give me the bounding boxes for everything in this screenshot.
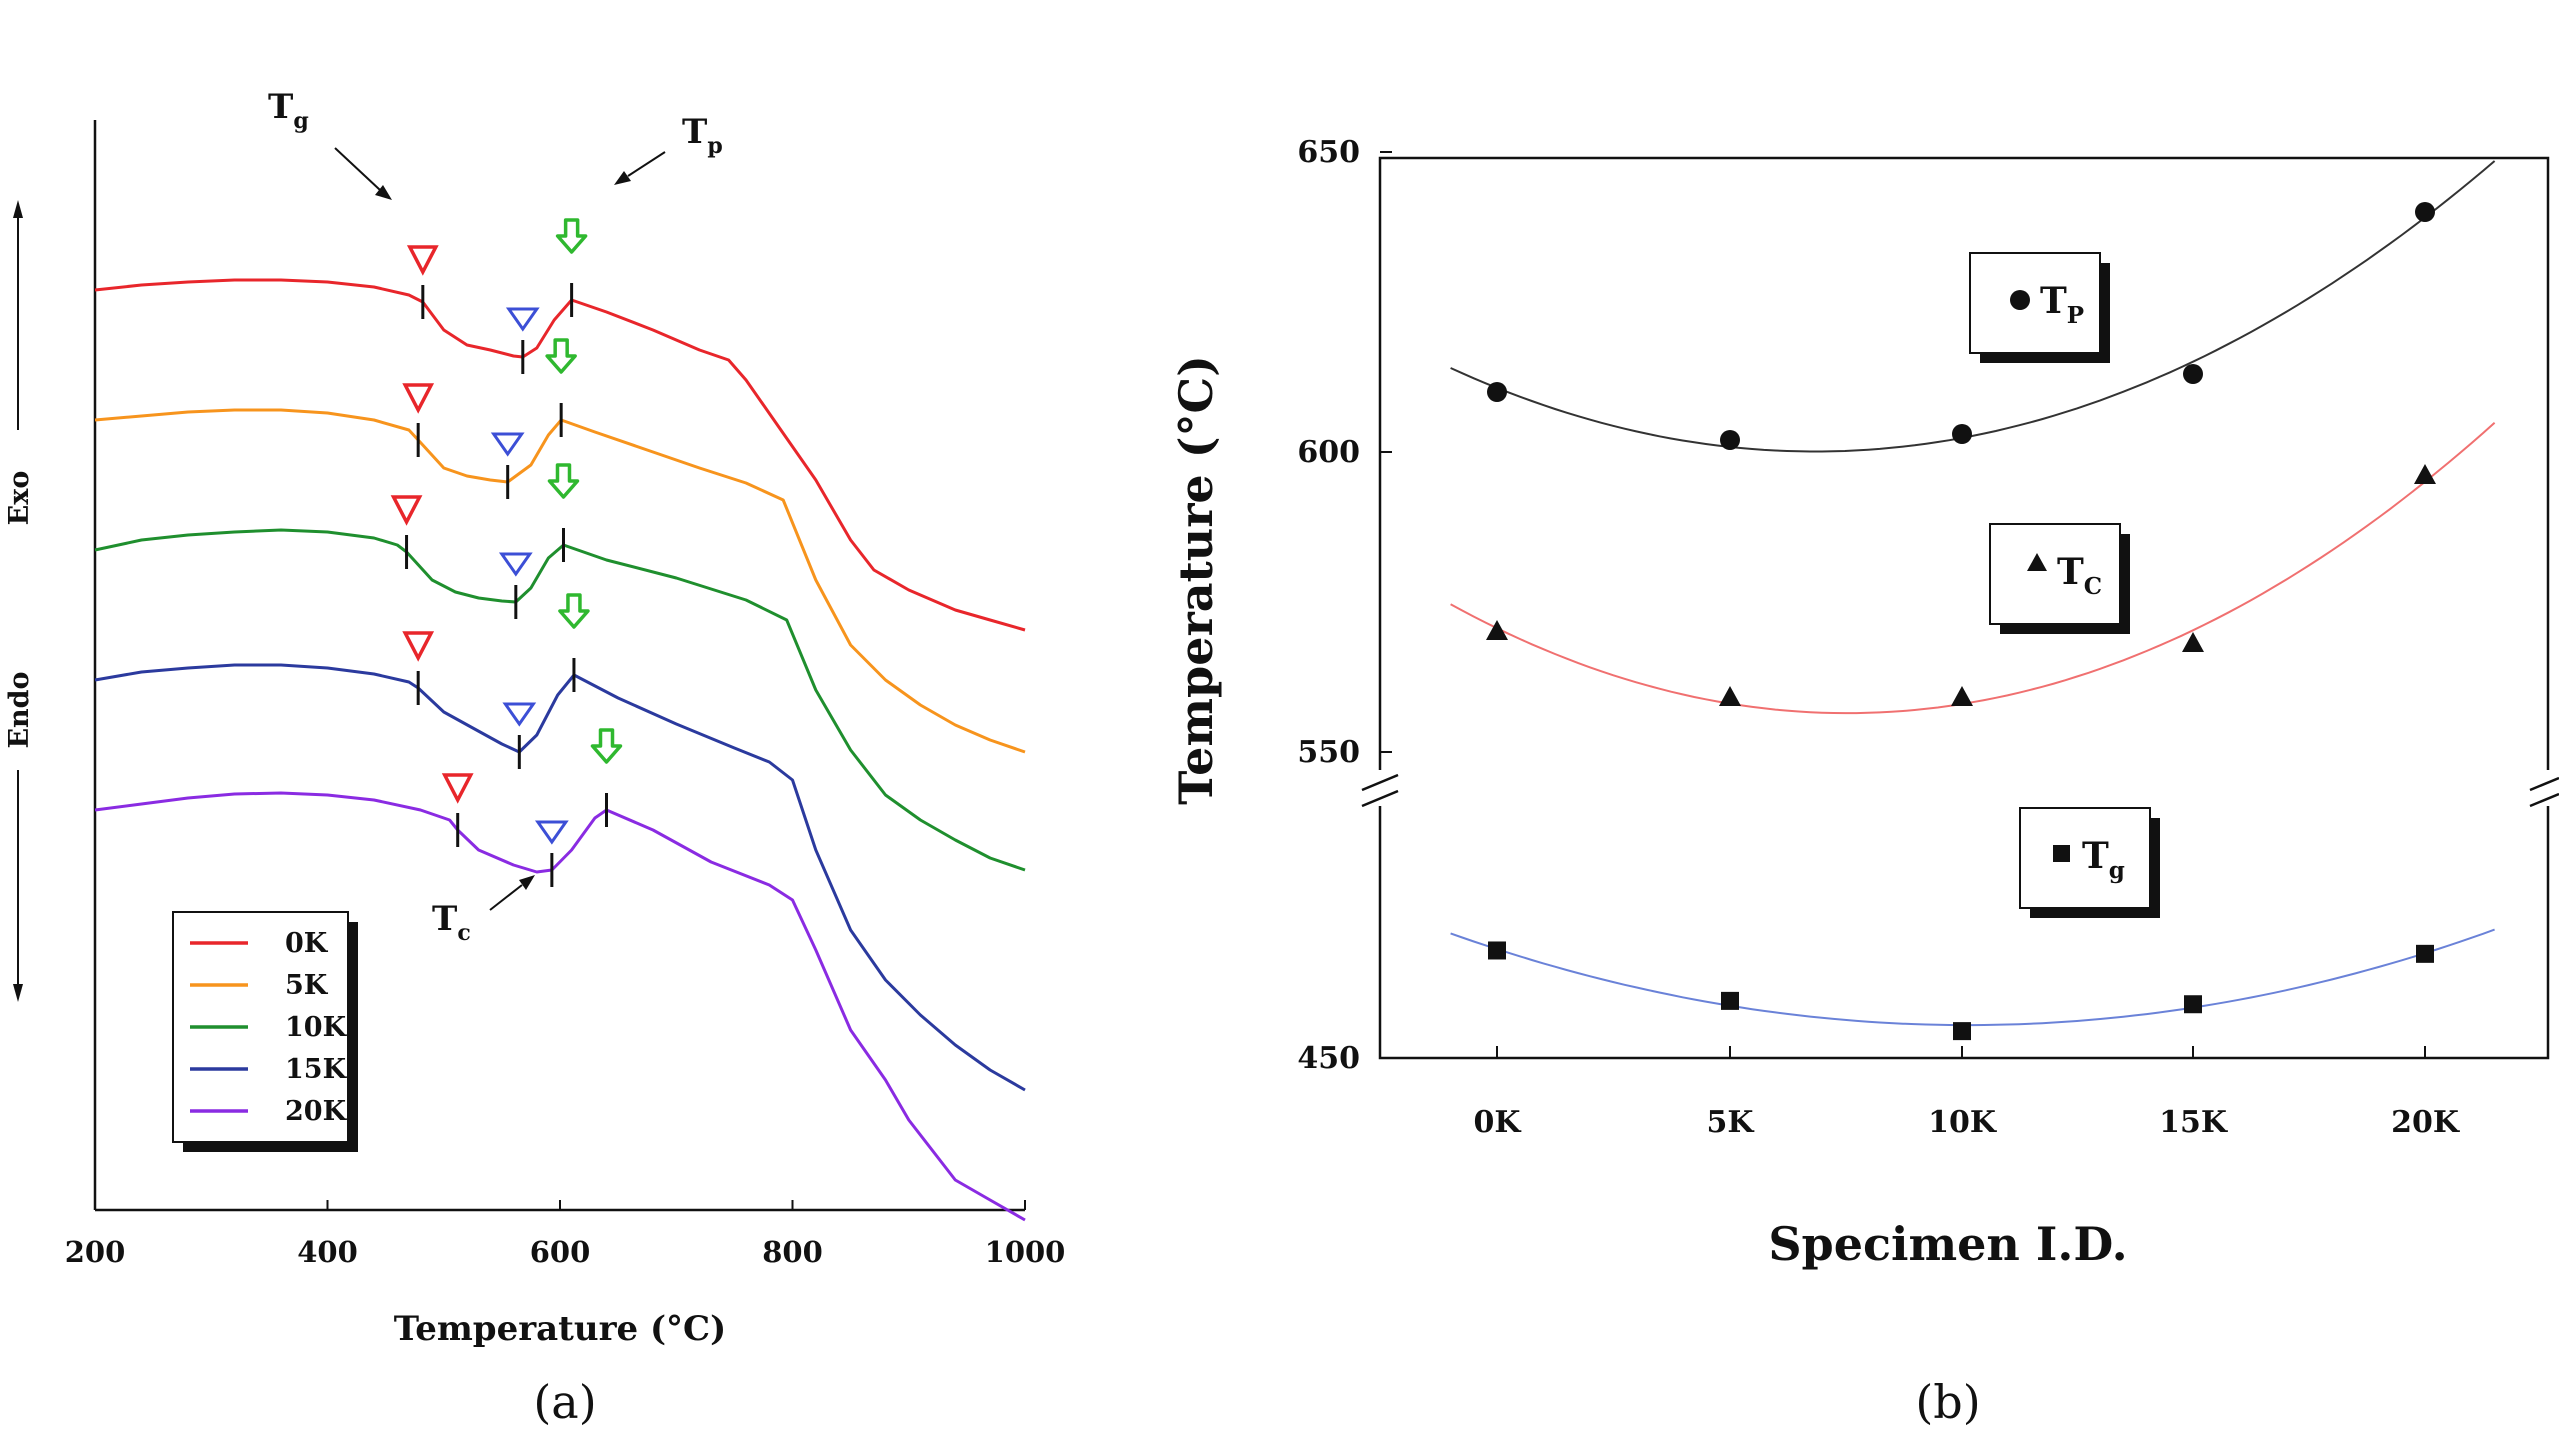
tp-key-box: TP	[1969, 252, 2110, 363]
panel-b-x-tick-label: 0K	[1474, 1105, 1522, 1140]
dsc-curve-0K	[94, 278, 1026, 632]
panel-a-caption: (a)	[533, 1375, 596, 1429]
legend-label-5K: 5K	[285, 970, 329, 1001]
panel-a: 200 400 600 800 1000 Temperature (°C) (a) Ex…	[4, 87, 1065, 1429]
panel-b-x-tick-label: 20K	[2391, 1105, 2460, 1140]
data-point-Tp	[1720, 430, 1740, 450]
tp-key-marker-icon	[2010, 290, 2030, 310]
tc-triangle-icon	[490, 432, 525, 457]
tc-pointer-icon	[519, 875, 535, 890]
panel-b-caption: (b)	[1915, 1375, 1980, 1429]
exo-arrowhead-icon	[13, 200, 23, 218]
svg-text:Tc: Tc	[432, 899, 471, 946]
tp-annotation: Tp	[614, 112, 723, 185]
data-point-Tp	[2183, 364, 2203, 384]
panel-a-x-tick-label: 800	[762, 1235, 823, 1269]
panel-a-x-tick-label: 400	[297, 1235, 358, 1269]
panel-b-points	[1486, 202, 2436, 1041]
axis-break-left	[1361, 770, 1399, 808]
data-point-Tp	[1952, 424, 1972, 444]
endo-label: Endo	[4, 671, 35, 748]
panel-a-x-ticks: 200 400 600 800 1000	[65, 1200, 1066, 1269]
tg-key-marker-icon	[2053, 845, 2070, 862]
tp-arrow-icon	[545, 338, 577, 374]
panel-b-x-tick-label: 10K	[1928, 1105, 1997, 1140]
panel-b-y-tick-label: 600	[1297, 435, 1360, 470]
panel-a-legend: 0K 5K 10K 15K 20K	[172, 911, 358, 1152]
tp-arrow-icon	[547, 463, 580, 499]
tc-key-box: TC	[1989, 523, 2130, 634]
fit-curve-Tp	[1450, 160, 2496, 453]
data-point-Tg	[1721, 991, 1739, 1010]
tg-annotation: Tg	[268, 87, 392, 200]
exo-label: Exo	[4, 471, 35, 526]
data-point-Tc	[2414, 464, 2436, 484]
data-point-Tg	[1488, 941, 1506, 960]
panel-b-y-tick-label: 450	[1297, 1041, 1360, 1076]
data-point-Tc	[1951, 686, 1973, 706]
dsc-curve-5K	[94, 408, 1026, 754]
tg-triangle-icon	[406, 245, 439, 276]
svg-text:Tp: Tp	[682, 112, 723, 159]
data-point-Tp	[2415, 202, 2435, 222]
svg-text:TC: TC	[2057, 551, 2102, 600]
dsc-curve-20K	[94, 791, 1026, 1222]
panel-b-y-tick-label: 650	[1297, 135, 1360, 170]
panel-a-x-tick-label: 200	[65, 1235, 126, 1269]
panel-a-x-tick-label: 600	[530, 1235, 591, 1269]
legend-label-10K: 10K	[285, 1012, 348, 1043]
tg-key-box: Tg	[2019, 807, 2160, 918]
data-point-Tc	[1719, 686, 1741, 706]
tg-triangle-icon	[402, 383, 435, 414]
fit-curve-Tc	[1450, 422, 2496, 715]
legend-label-20K: 20K	[285, 1096, 348, 1127]
data-point-Tc	[2182, 632, 2204, 652]
panel-b-x-tick-label: 5K	[1707, 1105, 1755, 1140]
data-point-Tp	[1487, 382, 1507, 402]
tp-pointer-icon	[614, 171, 631, 185]
panel-b-y-tick-label: 550	[1297, 735, 1360, 770]
tc-triangle-icon	[498, 552, 533, 577]
panel-b-ticks: 0K 5K 10K 15K 20K 450 550 600 650	[1297, 135, 2459, 1140]
panel-a-x-tick-label: 1000	[985, 1235, 1066, 1269]
panel-b-x-axis-title: Specimen I.D.	[1768, 1217, 2127, 1271]
panel-a-markers	[390, 218, 623, 887]
tc-annotation: Tc	[432, 875, 535, 946]
endo-arrowhead-icon	[13, 984, 23, 1002]
data-point-Tg	[2184, 995, 2202, 1014]
svg-text:TP: TP	[2040, 280, 2084, 329]
data-point-Tc	[1486, 620, 1508, 640]
tp-arrow-icon	[555, 218, 588, 254]
tg-pointer-icon	[375, 185, 392, 200]
tc-triangle-icon	[502, 702, 537, 727]
tg-triangle-icon	[402, 631, 435, 662]
panel-b-x-tick-label: 15K	[2159, 1105, 2228, 1140]
panel-b-y-axis-title: Temperature (°C)	[1169, 355, 1223, 805]
tp-arrow-icon	[590, 728, 623, 764]
panel-a-series	[94, 278, 1026, 1222]
data-point-Tg	[1953, 1022, 1971, 1041]
legend-label-15K: 15K	[285, 1054, 348, 1085]
panel-b-fit-curves	[1450, 160, 2496, 1027]
panel-a-x-axis-title: Temperature (°C)	[394, 1309, 726, 1349]
legend-label-0K: 0K	[285, 928, 329, 959]
axis-break-right	[2529, 770, 2559, 808]
tc-triangle-icon	[505, 307, 540, 332]
dsc-curve-15K	[94, 663, 1026, 1092]
panel-b-frame	[1378, 156, 2550, 1060]
tg-triangle-icon	[441, 773, 474, 804]
tg-triangle-icon	[390, 495, 423, 526]
tc-key-marker-icon	[2027, 553, 2047, 571]
svg-text:Tg: Tg	[268, 87, 309, 134]
panel-b: 0K 5K 10K 15K 20K 450 550 600 650 Temperature (°…	[1169, 135, 2559, 1429]
tc-triangle-icon	[534, 820, 569, 845]
fit-curve-Tg	[1450, 928, 2495, 1027]
tp-arrow-icon	[558, 593, 590, 629]
dsc-curve-10K	[94, 528, 1026, 872]
data-point-Tg	[2416, 944, 2434, 963]
svg-text:Tg: Tg	[2082, 835, 2125, 884]
